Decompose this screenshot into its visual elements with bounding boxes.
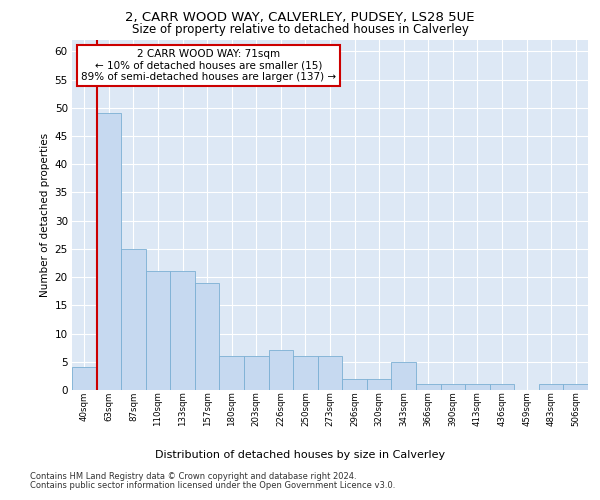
Bar (342, 378, 367, 390)
Bar (318, 356, 342, 390)
Bar (465, 384, 490, 390)
Bar (440, 384, 465, 390)
Bar (416, 384, 440, 390)
Bar (539, 384, 563, 390)
Bar (170, 272, 195, 390)
Bar (269, 350, 293, 390)
Bar (195, 282, 220, 390)
Text: Distribution of detached houses by size in Calverley: Distribution of detached houses by size … (155, 450, 445, 460)
Bar (367, 378, 391, 390)
Bar (391, 362, 416, 390)
Bar (563, 384, 588, 390)
Bar (490, 384, 514, 390)
Bar (293, 356, 318, 390)
Bar (97, 114, 121, 390)
Bar (146, 272, 170, 390)
Bar (244, 356, 269, 390)
Text: Contains HM Land Registry data © Crown copyright and database right 2024.: Contains HM Land Registry data © Crown c… (30, 472, 356, 481)
Text: Contains public sector information licensed under the Open Government Licence v3: Contains public sector information licen… (30, 481, 395, 490)
Text: Size of property relative to detached houses in Calverley: Size of property relative to detached ho… (131, 22, 469, 36)
Bar (121, 249, 146, 390)
Text: 2, CARR WOOD WAY, CALVERLEY, PUDSEY, LS28 5UE: 2, CARR WOOD WAY, CALVERLEY, PUDSEY, LS2… (125, 11, 475, 24)
Y-axis label: Number of detached properties: Number of detached properties (40, 133, 50, 297)
Bar (72, 368, 97, 390)
Bar (220, 356, 244, 390)
Text: 2 CARR WOOD WAY: 71sqm
← 10% of detached houses are smaller (15)
89% of semi-det: 2 CARR WOOD WAY: 71sqm ← 10% of detached… (81, 49, 337, 82)
